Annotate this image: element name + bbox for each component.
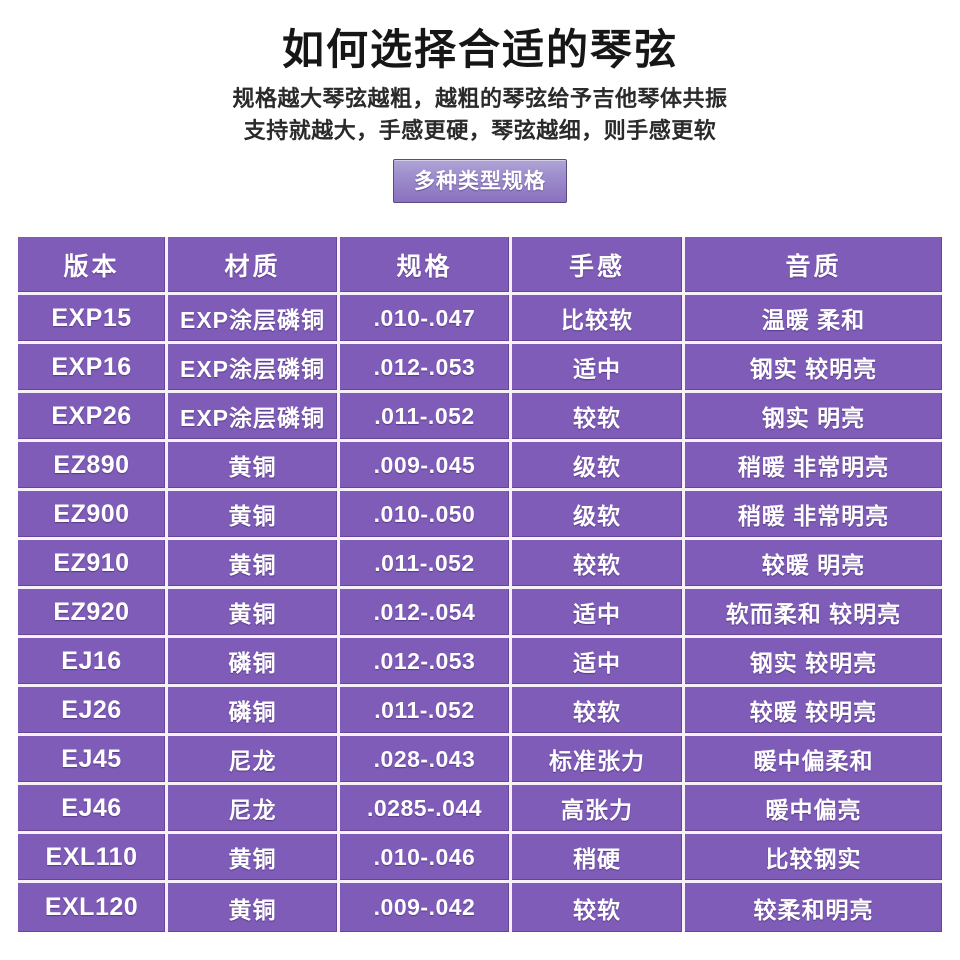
cell-gauge: .009-.042 bbox=[340, 883, 512, 932]
cell-feel: 级软 bbox=[512, 491, 685, 540]
cell-tone: 较柔和明亮 bbox=[685, 883, 942, 932]
cell-feel: 稍硬 bbox=[512, 834, 685, 883]
cell-version: EXP15 bbox=[18, 295, 168, 344]
cell-gauge: .012-.053 bbox=[340, 344, 512, 393]
cell-tone: 暖中偏亮 bbox=[685, 785, 942, 834]
table-row: EJ26 磷铜 .011-.052 较软 较暖 较明亮 bbox=[18, 687, 942, 736]
cell-material: 黄铜 bbox=[168, 540, 340, 589]
cell-version: EJ26 bbox=[18, 687, 168, 736]
table-row: EXP15 EXP涂层磷铜 .010-.047 比较软 温暖 柔和 bbox=[18, 295, 942, 344]
cell-feel: 适中 bbox=[512, 638, 685, 687]
table-row: EZ910 黄铜 .011-.052 较软 较暖 明亮 bbox=[18, 540, 942, 589]
cell-feel: 级软 bbox=[512, 442, 685, 491]
subtitle-line-1: 规格越大琴弦越粗，越粗的琴弦给予吉他琴体共振 bbox=[232, 86, 728, 112]
table-row: EXP16 EXP涂层磷铜 .012-.053 适中 钢实 较明亮 bbox=[18, 344, 942, 393]
column-header-material: 材质 bbox=[168, 237, 340, 295]
cell-feel: 适中 bbox=[512, 344, 685, 393]
table-row: EJ16 磷铜 .012-.053 适中 钢实 较明亮 bbox=[18, 638, 942, 687]
table-row: EXL110 黄铜 .010-.046 稍硬 比较钢实 bbox=[18, 834, 942, 883]
cell-feel: 高张力 bbox=[512, 785, 685, 834]
cell-feel: 较软 bbox=[512, 540, 685, 589]
cell-version: EXP26 bbox=[18, 393, 168, 442]
cell-material: EXP涂层磷铜 bbox=[168, 344, 340, 393]
cell-material: 黄铜 bbox=[168, 834, 340, 883]
table-row: EZ900 黄铜 .010-.050 级软 稍暖 非常明亮 bbox=[18, 491, 942, 540]
cell-gauge: .010-.046 bbox=[340, 834, 512, 883]
subtitle-line-2: 支持就越大，手感更硬，琴弦越细，则手感更软 bbox=[243, 117, 717, 143]
section-badge: 多种类型规格 bbox=[393, 158, 567, 203]
cell-gauge: .010-.047 bbox=[340, 295, 512, 344]
cell-version: EXL120 bbox=[18, 883, 168, 932]
cell-tone: 软而柔和 较明亮 bbox=[685, 589, 942, 638]
cell-material: EXP涂层磷铜 bbox=[168, 393, 340, 442]
cell-gauge: .028-.043 bbox=[340, 736, 512, 785]
cell-gauge: .012-.053 bbox=[340, 638, 512, 687]
cell-tone: 钢实 较明亮 bbox=[685, 344, 942, 393]
subtitle-block: 规格越大琴弦越粗，越粗的琴弦给予吉他琴体共振 支持就越大，手感更硬，琴弦越细，则… bbox=[0, 83, 960, 147]
cell-version: EZ910 bbox=[18, 540, 168, 589]
cell-version: EJ46 bbox=[18, 785, 168, 834]
cell-feel: 较软 bbox=[512, 687, 685, 736]
cell-gauge: .011-.052 bbox=[340, 393, 512, 442]
cell-version: EXP16 bbox=[18, 344, 168, 393]
cell-material: 黄铜 bbox=[168, 883, 340, 932]
cell-tone: 较暖 明亮 bbox=[685, 540, 942, 589]
cell-tone: 温暖 柔和 bbox=[685, 295, 942, 344]
table-row: EZ890 黄铜 .009-.045 级软 稍暖 非常明亮 bbox=[18, 442, 942, 491]
cell-gauge: .012-.054 bbox=[340, 589, 512, 638]
cell-tone: 钢实 较明亮 bbox=[685, 638, 942, 687]
cell-feel: 标准张力 bbox=[512, 736, 685, 785]
cell-tone: 稍暖 非常明亮 bbox=[685, 442, 942, 491]
cell-gauge: .009-.045 bbox=[340, 442, 512, 491]
column-header-version: 版本 bbox=[18, 237, 168, 295]
cell-feel: 较软 bbox=[512, 883, 685, 932]
cell-version: EXL110 bbox=[18, 834, 168, 883]
cell-tone: 比较钢实 bbox=[685, 834, 942, 883]
table-header-row: 版本 材质 规格 手感 音质 bbox=[18, 237, 942, 295]
badge-row: 多种类型规格 bbox=[0, 158, 960, 203]
page-title: 如何选择合适的琴弦 bbox=[281, 26, 678, 73]
table-row: EJ45 尼龙 .028-.043 标准张力 暖中偏柔和 bbox=[18, 736, 942, 785]
table-row: EJ46 尼龙 .0285-.044 高张力 暖中偏亮 bbox=[18, 785, 942, 834]
cell-tone: 钢实 明亮 bbox=[685, 393, 942, 442]
cell-tone: 稍暖 非常明亮 bbox=[685, 491, 942, 540]
table-row: EXP26 EXP涂层磷铜 .011-.052 较软 钢实 明亮 bbox=[18, 393, 942, 442]
cell-material: 磷铜 bbox=[168, 687, 340, 736]
table-row: EXL120 黄铜 .009-.042 较软 较柔和明亮 bbox=[18, 883, 942, 932]
cell-feel: 适中 bbox=[512, 589, 685, 638]
column-header-tone: 音质 bbox=[685, 237, 942, 295]
cell-gauge: .010-.050 bbox=[340, 491, 512, 540]
cell-material: 尼龙 bbox=[168, 785, 340, 834]
cell-material: EXP涂层磷铜 bbox=[168, 295, 340, 344]
cell-version: EJ16 bbox=[18, 638, 168, 687]
string-spec-table: 版本 材质 规格 手感 音质 EXP15 EXP涂层磷铜 .010-.047 比… bbox=[18, 237, 942, 932]
column-header-gauge: 规格 bbox=[340, 237, 512, 295]
cell-feel: 比较软 bbox=[512, 295, 685, 344]
cell-version: EJ45 bbox=[18, 736, 168, 785]
cell-version: EZ890 bbox=[18, 442, 168, 491]
cell-gauge: .011-.052 bbox=[340, 540, 512, 589]
cell-version: EZ900 bbox=[18, 491, 168, 540]
cell-tone: 暖中偏柔和 bbox=[685, 736, 942, 785]
cell-tone: 较暖 较明亮 bbox=[685, 687, 942, 736]
cell-material: 黄铜 bbox=[168, 491, 340, 540]
cell-material: 磷铜 bbox=[168, 638, 340, 687]
cell-material: 黄铜 bbox=[168, 589, 340, 638]
cell-gauge: .011-.052 bbox=[340, 687, 512, 736]
cell-material: 尼龙 bbox=[168, 736, 340, 785]
table-row: EZ920 黄铜 .012-.054 适中 软而柔和 较明亮 bbox=[18, 589, 942, 638]
cell-material: 黄铜 bbox=[168, 442, 340, 491]
cell-gauge: .0285-.044 bbox=[340, 785, 512, 834]
cell-feel: 较软 bbox=[512, 393, 685, 442]
cell-version: EZ920 bbox=[18, 589, 168, 638]
column-header-feel: 手感 bbox=[512, 237, 685, 295]
